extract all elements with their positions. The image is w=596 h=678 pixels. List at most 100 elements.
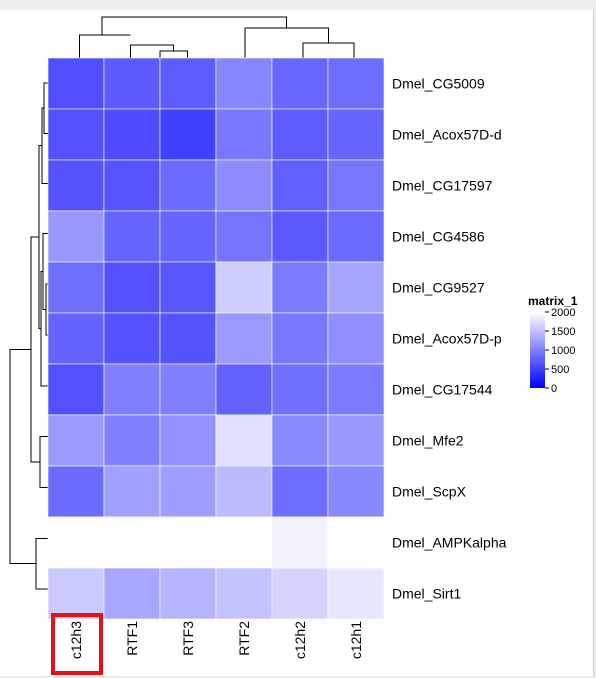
- heatmap-cell: [327, 261, 385, 314]
- heatmap-cell: [271, 516, 329, 569]
- heatmap-cell: [215, 363, 273, 416]
- heatmap-cell: [327, 108, 385, 161]
- heatmap-cell: [47, 261, 105, 314]
- heatmap-cell: [215, 312, 273, 365]
- heatmap-cell: [271, 312, 329, 365]
- heatmap-cell: [47, 210, 105, 263]
- col-dendro-branch: [101, 16, 287, 35]
- color-legend: matrix_1 0 500 1000 1500 2000: [528, 294, 578, 395]
- heatmap-cell: [327, 465, 385, 518]
- heatmap-cell: [103, 465, 161, 518]
- heatmap-cell: [47, 57, 105, 110]
- legend-tick-label: 1000: [551, 345, 575, 357]
- row-label: Dmel_CG17544: [392, 382, 493, 398]
- heatmap-cell: [327, 567, 385, 620]
- heatmap-cell: [103, 363, 161, 416]
- legend-colorbar: [530, 312, 545, 388]
- column-label: RTF3: [180, 621, 196, 656]
- column-label: c12h2: [292, 621, 308, 659]
- heatmap-cell: [327, 516, 385, 569]
- heatmap-cell: [271, 261, 329, 314]
- heatmap-cell: [327, 210, 385, 263]
- column-label: c12h1: [348, 621, 364, 659]
- heatmap-cell: [159, 108, 217, 161]
- heatmap-cell: [159, 312, 217, 365]
- row-dendro-branch: [43, 82, 48, 134]
- heatmap-cell: [271, 567, 329, 620]
- heatmap-cell: [47, 465, 105, 518]
- row-label: Dmel_CG17597: [392, 178, 493, 194]
- col-dendro-branch: [159, 50, 188, 58]
- row-labels: Dmel_CG5009 Dmel_Acox57D-d Dmel_CG17597 Dme…: [392, 76, 507, 602]
- heatmap-cell: [159, 261, 217, 314]
- highlighted-column-box: [51, 613, 103, 675]
- legend-title: matrix_1: [528, 294, 578, 308]
- heatmap-cell: [159, 516, 217, 569]
- heatmap-cell: [47, 516, 105, 569]
- heatmap-cell: [159, 210, 217, 263]
- heatmap-cell: [159, 159, 217, 212]
- row-label: Dmel_Acox57D-d: [392, 127, 502, 143]
- heatmap-cells: [47, 57, 385, 620]
- row-label: Dmel_CG4586: [392, 229, 485, 245]
- legend-tick-label: 1500: [551, 326, 575, 338]
- column-label: c12h3: [68, 621, 84, 659]
- heatmap-cell: [215, 261, 273, 314]
- heatmap-cell: [103, 57, 161, 110]
- heatmap-cell: [159, 465, 217, 518]
- heatmap-cell: [271, 363, 329, 416]
- heatmap-cell: [327, 363, 385, 416]
- row-dendro-branch: [39, 436, 48, 488]
- heatmap-cell: [47, 363, 105, 416]
- heatmap-cell: [103, 312, 161, 365]
- heatmap-cell: [159, 414, 217, 467]
- row-label: Dmel_Mfe2: [392, 433, 464, 449]
- legend-tick-label: 0: [551, 383, 557, 395]
- heatmap-cell: [47, 108, 105, 161]
- column-label: RTF2: [236, 621, 252, 656]
- heatmap-cell: [47, 414, 105, 467]
- heatmap-cell: [327, 414, 385, 467]
- legend-ticks: 0 500 1000 1500 2000: [545, 307, 575, 395]
- heatmap-cell: [47, 159, 105, 212]
- heatmap-cell: [271, 414, 329, 467]
- heatmap-cell: [327, 312, 385, 365]
- row-dendro-branch: [41, 107, 48, 184]
- row-dendrogram: [9, 82, 48, 590]
- legend-tick-label: 500: [551, 364, 569, 376]
- heatmap-cell: [159, 363, 217, 416]
- column-label: RTF1: [124, 621, 140, 656]
- heatmap-cell: [103, 516, 161, 569]
- heatmap-cell: [215, 210, 273, 263]
- heatmap-cell: [159, 57, 217, 110]
- row-label: Dmel_ScpX: [392, 484, 467, 500]
- heatmap-cell: [271, 108, 329, 161]
- row-label: Dmel_Sirt1: [392, 586, 461, 602]
- heatmap-cell: [271, 210, 329, 263]
- heatmap-cell: [103, 210, 161, 263]
- heatmap-cell: [271, 159, 329, 212]
- column-dendrogram: [79, 16, 355, 58]
- heatmap-cell: [271, 57, 329, 110]
- heatmap-cell: [47, 567, 105, 620]
- heatmap-cell: [215, 567, 273, 620]
- heatmap-cell: [103, 567, 161, 620]
- row-dendro-branch: [35, 538, 48, 590]
- heatmap-cell: [215, 414, 273, 467]
- panel-border: [593, 10, 594, 676]
- heatmap-cell: [215, 159, 273, 212]
- heatmap-cell: [103, 261, 161, 314]
- col-dendro-branch: [302, 42, 355, 58]
- row-dendro-branch: [9, 349, 36, 564]
- col-dendro-branch: [130, 44, 174, 58]
- heatmap-cell: [215, 57, 273, 110]
- heatmap-cell: [215, 516, 273, 569]
- heatmap-cell: [103, 108, 161, 161]
- column-labels: c12h3 RTF1 RTF3 RTF2 c12h2 c12h1: [68, 621, 364, 659]
- heatmap-cell: [103, 414, 161, 467]
- row-dendro-branch: [40, 271, 48, 387]
- legend-tick-label: 2000: [551, 307, 575, 319]
- row-label: Dmel_AMPKalpha: [392, 535, 507, 551]
- row-label: Dmel_CG9527: [392, 280, 485, 296]
